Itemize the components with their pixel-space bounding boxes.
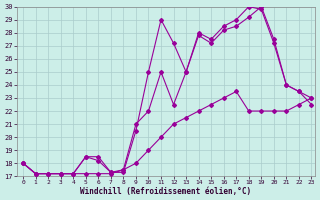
X-axis label: Windchill (Refroidissement éolien,°C): Windchill (Refroidissement éolien,°C) (80, 187, 252, 196)
